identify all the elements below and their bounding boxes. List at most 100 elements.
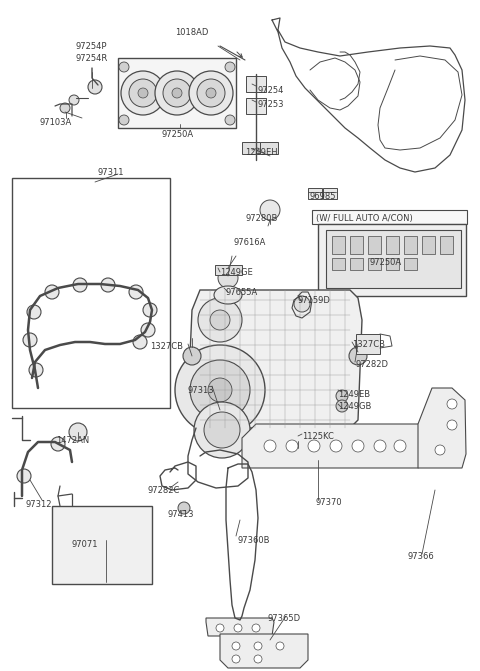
Text: 97312: 97312	[26, 500, 52, 509]
Text: 1249GE: 1249GE	[220, 268, 253, 277]
Circle shape	[435, 445, 445, 455]
Bar	[350, 236, 363, 254]
Circle shape	[336, 390, 348, 402]
Circle shape	[308, 440, 320, 452]
Circle shape	[252, 624, 260, 632]
Text: 97159D: 97159D	[298, 296, 331, 305]
Circle shape	[129, 79, 157, 107]
Bar	[312, 210, 467, 224]
Polygon shape	[206, 618, 274, 636]
Circle shape	[352, 440, 364, 452]
Circle shape	[69, 423, 87, 441]
Bar	[368, 258, 381, 270]
Circle shape	[119, 115, 129, 125]
Bar	[440, 236, 453, 254]
Circle shape	[294, 296, 310, 312]
Circle shape	[210, 310, 230, 330]
Bar	[326, 230, 461, 288]
Circle shape	[121, 71, 165, 115]
Polygon shape	[418, 388, 466, 468]
Circle shape	[175, 345, 265, 435]
Circle shape	[198, 298, 242, 342]
Circle shape	[197, 79, 225, 107]
Circle shape	[225, 115, 235, 125]
Bar	[356, 334, 380, 354]
Circle shape	[163, 79, 191, 107]
Bar	[422, 236, 435, 254]
Text: 97370: 97370	[316, 498, 343, 507]
Circle shape	[143, 303, 157, 317]
Circle shape	[234, 624, 242, 632]
Bar	[404, 236, 417, 254]
Text: 1249GB: 1249GB	[338, 402, 372, 411]
Text: 97254: 97254	[258, 86, 284, 95]
Circle shape	[141, 323, 155, 337]
Text: 97253: 97253	[258, 100, 285, 109]
Text: 97365D: 97365D	[268, 614, 301, 623]
Circle shape	[218, 268, 238, 288]
Bar	[386, 236, 399, 254]
Bar	[118, 58, 236, 128]
Text: 97250A: 97250A	[162, 130, 194, 139]
Circle shape	[206, 88, 216, 98]
Text: 97254R: 97254R	[75, 54, 107, 63]
Circle shape	[254, 655, 262, 663]
Bar	[404, 258, 417, 270]
Text: (W/ FULL AUTO A/CON): (W/ FULL AUTO A/CON)	[316, 214, 413, 223]
Circle shape	[190, 360, 250, 420]
Circle shape	[172, 88, 182, 98]
Circle shape	[88, 80, 102, 94]
Circle shape	[260, 200, 280, 220]
Circle shape	[133, 335, 147, 349]
Bar	[12, 178, 170, 408]
Text: 1327CB: 1327CB	[150, 342, 183, 351]
Bar	[246, 98, 266, 114]
Polygon shape	[215, 265, 242, 275]
Circle shape	[29, 363, 43, 377]
Text: 97360B: 97360B	[238, 536, 271, 545]
Text: 97071: 97071	[72, 540, 98, 549]
Circle shape	[129, 285, 143, 299]
Circle shape	[17, 469, 31, 483]
Text: 97103A: 97103A	[40, 118, 72, 127]
Circle shape	[447, 420, 457, 430]
Circle shape	[394, 440, 406, 452]
Circle shape	[51, 437, 65, 451]
Circle shape	[73, 278, 87, 292]
Circle shape	[349, 347, 367, 365]
Circle shape	[178, 502, 190, 514]
Bar	[308, 188, 322, 199]
Bar	[332, 236, 345, 254]
Bar	[318, 224, 466, 296]
Bar	[260, 142, 278, 154]
Bar	[52, 506, 152, 584]
Polygon shape	[220, 634, 308, 668]
Circle shape	[119, 62, 129, 72]
Text: 1249EB: 1249EB	[338, 390, 370, 399]
Circle shape	[155, 71, 199, 115]
Circle shape	[264, 440, 276, 452]
Text: 97616A: 97616A	[234, 238, 266, 247]
Circle shape	[27, 305, 41, 319]
Bar	[350, 258, 363, 270]
Text: 97313: 97313	[188, 386, 215, 395]
Circle shape	[216, 624, 224, 632]
Text: 1327CB: 1327CB	[352, 340, 385, 349]
Circle shape	[23, 333, 37, 347]
Circle shape	[447, 399, 457, 409]
Circle shape	[183, 347, 201, 365]
Circle shape	[330, 440, 342, 452]
Text: 97280B: 97280B	[245, 214, 277, 223]
Text: 97413: 97413	[168, 510, 194, 519]
Circle shape	[276, 642, 284, 650]
Circle shape	[232, 655, 240, 663]
Text: 97254P: 97254P	[75, 42, 107, 51]
Circle shape	[194, 402, 250, 458]
Polygon shape	[188, 290, 362, 428]
Text: 1472AN: 1472AN	[56, 436, 89, 445]
Bar	[242, 142, 260, 154]
Bar	[332, 258, 345, 270]
Circle shape	[291, 427, 305, 441]
Circle shape	[138, 88, 148, 98]
Text: 97250A: 97250A	[370, 258, 402, 267]
